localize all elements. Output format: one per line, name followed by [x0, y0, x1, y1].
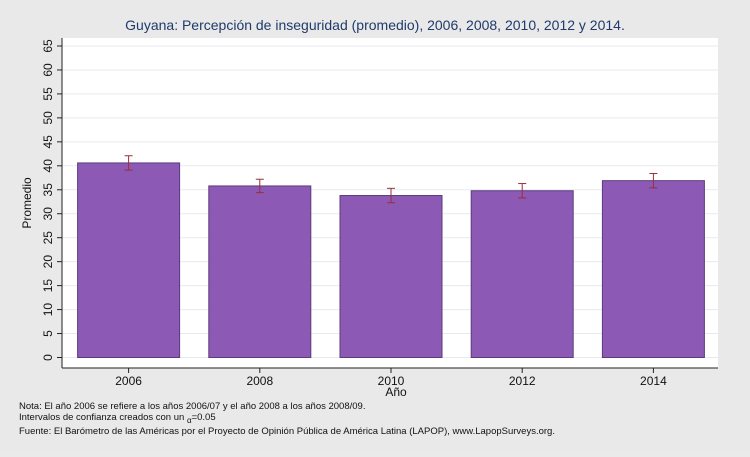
y-tick-label: 65 [41, 39, 55, 53]
y-tick-label: 60 [41, 63, 55, 77]
y-tick-label: 55 [41, 87, 55, 101]
bars [77, 162, 705, 358]
y-tick-label: 35 [41, 183, 55, 197]
note-confidence: Intervalos de confianza creados con un α… [19, 412, 555, 426]
note-confidence-suffix: =0.05 [191, 412, 216, 423]
note-years: Nota: El año 2006 se refiere a los años … [19, 401, 366, 412]
x-tick-label-2012: 2012 [509, 374, 536, 388]
y-tick-label: 20 [41, 255, 55, 269]
note-confidence-prefix: Intervalos de confianza creados con un [19, 412, 187, 423]
bar-2014 [601, 180, 705, 358]
bar-2010 [339, 195, 443, 358]
chart-notes: Nota: El año 2006 se refiere a los años … [19, 401, 555, 437]
error-bars [124, 155, 658, 204]
x-axis-label: Año [385, 385, 407, 399]
y-axis-label: Promedio [20, 177, 34, 229]
y-tick-label: 40 [41, 159, 55, 173]
y-tick-label: 0 [41, 354, 55, 361]
bar-2008 [208, 185, 312, 358]
y-tick-label: 30 [41, 207, 55, 221]
bar-2006 [77, 162, 181, 358]
x-tick-label-2006: 2006 [115, 374, 142, 388]
y-tick-label: 50 [41, 111, 55, 125]
bar-2012 [470, 190, 574, 358]
y-tick-label: 5 [41, 330, 55, 337]
note-source: Fuente: El Barómetro de las Américas por… [19, 425, 555, 437]
x-axis: 2006 2008 2010 2012 2014 [62, 367, 718, 388]
y-tick-label: 15 [41, 279, 55, 293]
y-tick-label: 45 [41, 135, 55, 149]
y-axis: 0 5 10 15 20 25 30 35 40 45 50 55 60 65 [41, 38, 63, 368]
x-tick-label-2014: 2014 [640, 374, 667, 388]
y-tick-label: 25 [41, 231, 55, 245]
alpha-symbol: α [186, 415, 192, 425]
x-tick-label-2008: 2008 [246, 374, 273, 388]
y-tick-label: 10 [41, 303, 55, 317]
x-tick-label-2010: 2010 [378, 374, 405, 388]
chart-title: Guyana: Percepción de inseguridad (prome… [125, 17, 625, 33]
